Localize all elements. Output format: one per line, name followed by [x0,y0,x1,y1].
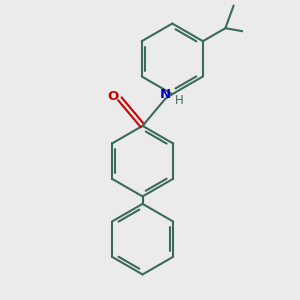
Text: O: O [108,91,119,103]
Text: H: H [175,94,184,107]
Text: N: N [160,88,171,101]
